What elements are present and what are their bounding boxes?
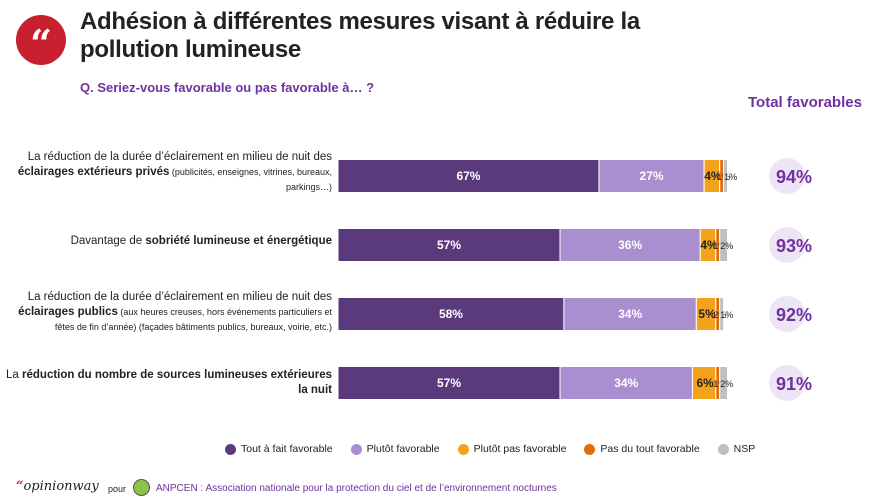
legend-label: Pas du tout favorable (600, 443, 700, 455)
total-badge (769, 227, 805, 263)
legend-swatch-icon (350, 443, 362, 455)
data-label: 67% (456, 169, 480, 183)
data-label: 4% (700, 238, 718, 252)
legend-swatch-icon (584, 443, 596, 455)
row-label: La réduction de la durée d’éclairement e… (17, 151, 332, 192)
quote-logo-icon: “ (16, 15, 66, 66)
legend-label: NSP (733, 443, 756, 455)
legend-item: Plutôt pas favorable (457, 443, 567, 455)
data-label: 57% (437, 238, 461, 252)
bar-segment (559, 228, 701, 262)
data-label: 1% (720, 310, 733, 320)
data-label: 34% (618, 307, 642, 321)
legend-swatch-icon (717, 443, 729, 455)
data-label: 58% (439, 307, 463, 321)
footer-pour: pour (108, 484, 127, 494)
question-text: Q. Seriez-vous favorable ou pas favorabl… (80, 80, 375, 95)
legend-item: NSP (717, 443, 756, 455)
data-label: 36% (618, 238, 642, 252)
legend: Tout à fait favorable Plutôt favorable Plu… (225, 443, 755, 455)
total-value: 94% (776, 167, 812, 187)
bar-segment (598, 159, 705, 193)
legend-item: Plutôt favorable (350, 443, 440, 455)
footer-organization: ANPCEN : Association nationale pour la p… (156, 483, 557, 494)
total-badge (769, 365, 805, 401)
data-label: 4% (704, 169, 722, 183)
data-label: 2% (720, 379, 733, 389)
legend-swatch-icon (225, 443, 236, 455)
chart-title: Adhésion à différentes mesures visant à … (80, 8, 640, 63)
bar-segment (337, 297, 565, 331)
bar-segment (723, 159, 728, 193)
bar-segment (559, 366, 693, 400)
total-favorables-header: Total favorables (748, 94, 862, 111)
anpcen-logo-icon (133, 479, 150, 496)
data-label: 34% (614, 376, 638, 390)
bar-segment (719, 366, 729, 400)
legend-label: Tout à fait favorable (241, 443, 333, 455)
bar-segment (337, 228, 561, 262)
data-label: 5% (698, 307, 716, 321)
data-label: 57% (437, 376, 461, 390)
total-value: 92% (776, 305, 812, 325)
data-label: 2% (720, 241, 733, 251)
total-badge (769, 158, 805, 194)
legend-swatch-icon (457, 443, 469, 455)
data-label: 1% (724, 172, 737, 182)
row-label: La réduction du nombre de sources lumine… (6, 369, 332, 396)
bar-segment (337, 366, 561, 400)
bar-segment (563, 297, 697, 331)
bar-segment (337, 159, 600, 193)
data-label: 6% (696, 376, 714, 390)
legend-item: Tout à fait favorable (225, 443, 333, 455)
stacked-bar-chart: 67%27%4%1%1%94%57%36%4%1%2%93%58%34%5%2%… (337, 158, 812, 401)
total-value: 93% (776, 236, 812, 256)
bar-segment (719, 297, 725, 331)
bar-segment (719, 228, 729, 262)
legend-label: Plutôt pas favorable (473, 443, 567, 455)
row-label: Davantage de sobriété lumineuse et énerg… (70, 235, 332, 247)
total-value: 91% (776, 374, 812, 394)
legend-item: Pas du tout favorable (584, 443, 700, 455)
total-badge (769, 296, 805, 332)
opinionway-logo: “opinionway (16, 479, 99, 494)
legend-label: Plutôt favorable (366, 443, 440, 455)
row-label: La réduction de la durée d’éclairement e… (18, 291, 332, 332)
data-label: 27% (640, 169, 664, 183)
